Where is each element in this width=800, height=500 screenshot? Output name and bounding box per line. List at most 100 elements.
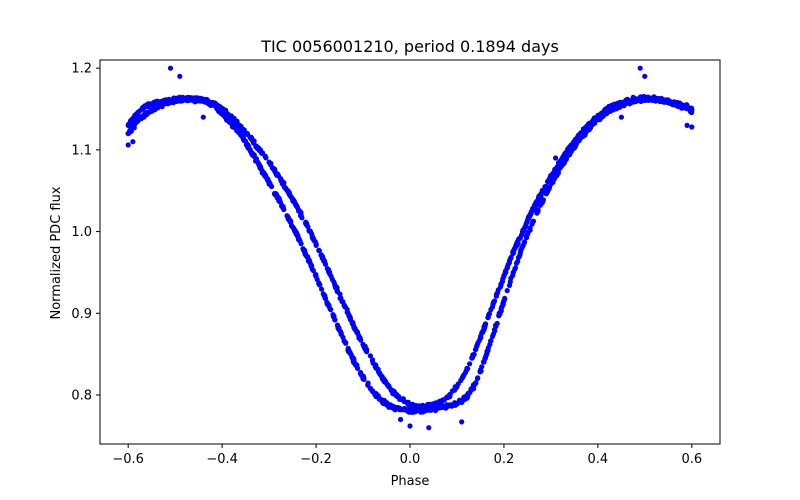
- data-point: [467, 361, 473, 367]
- data-point: [274, 193, 280, 199]
- y-tick-label: 0.9: [71, 307, 92, 322]
- data-point: [472, 381, 478, 388]
- data-point: [643, 96, 649, 102]
- data-point: [550, 179, 556, 185]
- data-point: [334, 322, 341, 328]
- data-point: [313, 242, 319, 248]
- data-point: [214, 105, 220, 112]
- data-point: [266, 160, 272, 166]
- data-point: [365, 381, 371, 387]
- data-point: [530, 218, 537, 224]
- y-axis-label: Normalized PDC flux: [49, 186, 64, 319]
- data-point: [554, 171, 560, 177]
- data-point: [527, 225, 533, 231]
- data-point: [364, 347, 370, 353]
- data-point: [447, 402, 454, 408]
- data-point: [330, 314, 336, 320]
- data-point: [298, 241, 304, 247]
- data-point: [239, 126, 245, 132]
- data-point: [198, 98, 204, 104]
- data-point: [340, 334, 346, 340]
- data-point: [500, 301, 506, 307]
- data-point: [261, 172, 267, 178]
- y-tick-label: 0.8: [71, 388, 92, 403]
- data-point: [485, 347, 491, 353]
- data-point: [475, 375, 481, 381]
- y-tick-label: 1.0: [71, 225, 92, 240]
- data-point: [316, 247, 322, 253]
- data-point: [523, 234, 530, 240]
- data-point: [662, 97, 669, 103]
- data-point: [478, 368, 484, 374]
- data-point: [469, 355, 475, 361]
- x-tick-label: −0.4: [206, 452, 238, 467]
- data-point: [586, 126, 592, 132]
- data-point: [142, 103, 148, 109]
- data-point: [489, 333, 496, 340]
- data-point: [466, 390, 472, 396]
- data-point: [525, 229, 531, 235]
- chart-title: TIC 0056001210, period 0.1894 days: [260, 37, 559, 56]
- data-point: [453, 385, 459, 391]
- data-point: [502, 296, 508, 302]
- data-point: [504, 288, 510, 294]
- data-point: [508, 254, 514, 260]
- data-point: [331, 279, 337, 285]
- data-point: [368, 386, 374, 392]
- data-point: [613, 106, 620, 112]
- data-point: [657, 98, 663, 104]
- data-point: [257, 163, 263, 170]
- data-point: [159, 104, 165, 110]
- data-point: [129, 124, 135, 130]
- data-point: [351, 326, 358, 332]
- data-point: [355, 365, 361, 371]
- data-point: [326, 303, 332, 310]
- data-point: [233, 119, 239, 125]
- data-point: [463, 395, 469, 401]
- data-point: [531, 205, 537, 211]
- data-point: [325, 267, 332, 273]
- data-point: [455, 381, 461, 387]
- data-point: [309, 234, 315, 240]
- data-point: [292, 200, 298, 206]
- data-point: [474, 343, 480, 350]
- outlier-point: [684, 122, 690, 128]
- data-point: [591, 120, 598, 126]
- data-point: [527, 212, 533, 219]
- data-point: [520, 227, 526, 233]
- data-point: [390, 388, 396, 394]
- data-point: [188, 96, 194, 102]
- data-point: [372, 390, 378, 396]
- data-point: [223, 115, 229, 121]
- outlier-point: [407, 423, 413, 429]
- data-point: [343, 340, 349, 346]
- data-point: [134, 119, 140, 125]
- data-point: [276, 198, 282, 204]
- data-point: [127, 128, 133, 134]
- data-point: [298, 212, 304, 218]
- data-point: [251, 152, 257, 158]
- data-point: [568, 148, 574, 155]
- data-point: [230, 123, 236, 129]
- data-points: [125, 65, 695, 431]
- y-axis: 0.8 0.9 1.0 1.1 1.2: [71, 62, 100, 403]
- data-point: [535, 207, 541, 213]
- data-point: [334, 287, 340, 293]
- data-point: [320, 291, 326, 297]
- data-point: [309, 266, 315, 272]
- data-point: [507, 279, 513, 285]
- outlier-point: [689, 124, 695, 130]
- data-point: [439, 398, 445, 404]
- data-point: [251, 140, 257, 146]
- outlier-point: [125, 142, 131, 148]
- data-point: [684, 102, 690, 108]
- data-point: [285, 189, 291, 195]
- data-point: [441, 403, 447, 409]
- data-point: [226, 119, 233, 125]
- data-point: [575, 138, 581, 144]
- outlier-point: [618, 114, 625, 120]
- data-point: [138, 115, 144, 122]
- data-point: [518, 232, 525, 238]
